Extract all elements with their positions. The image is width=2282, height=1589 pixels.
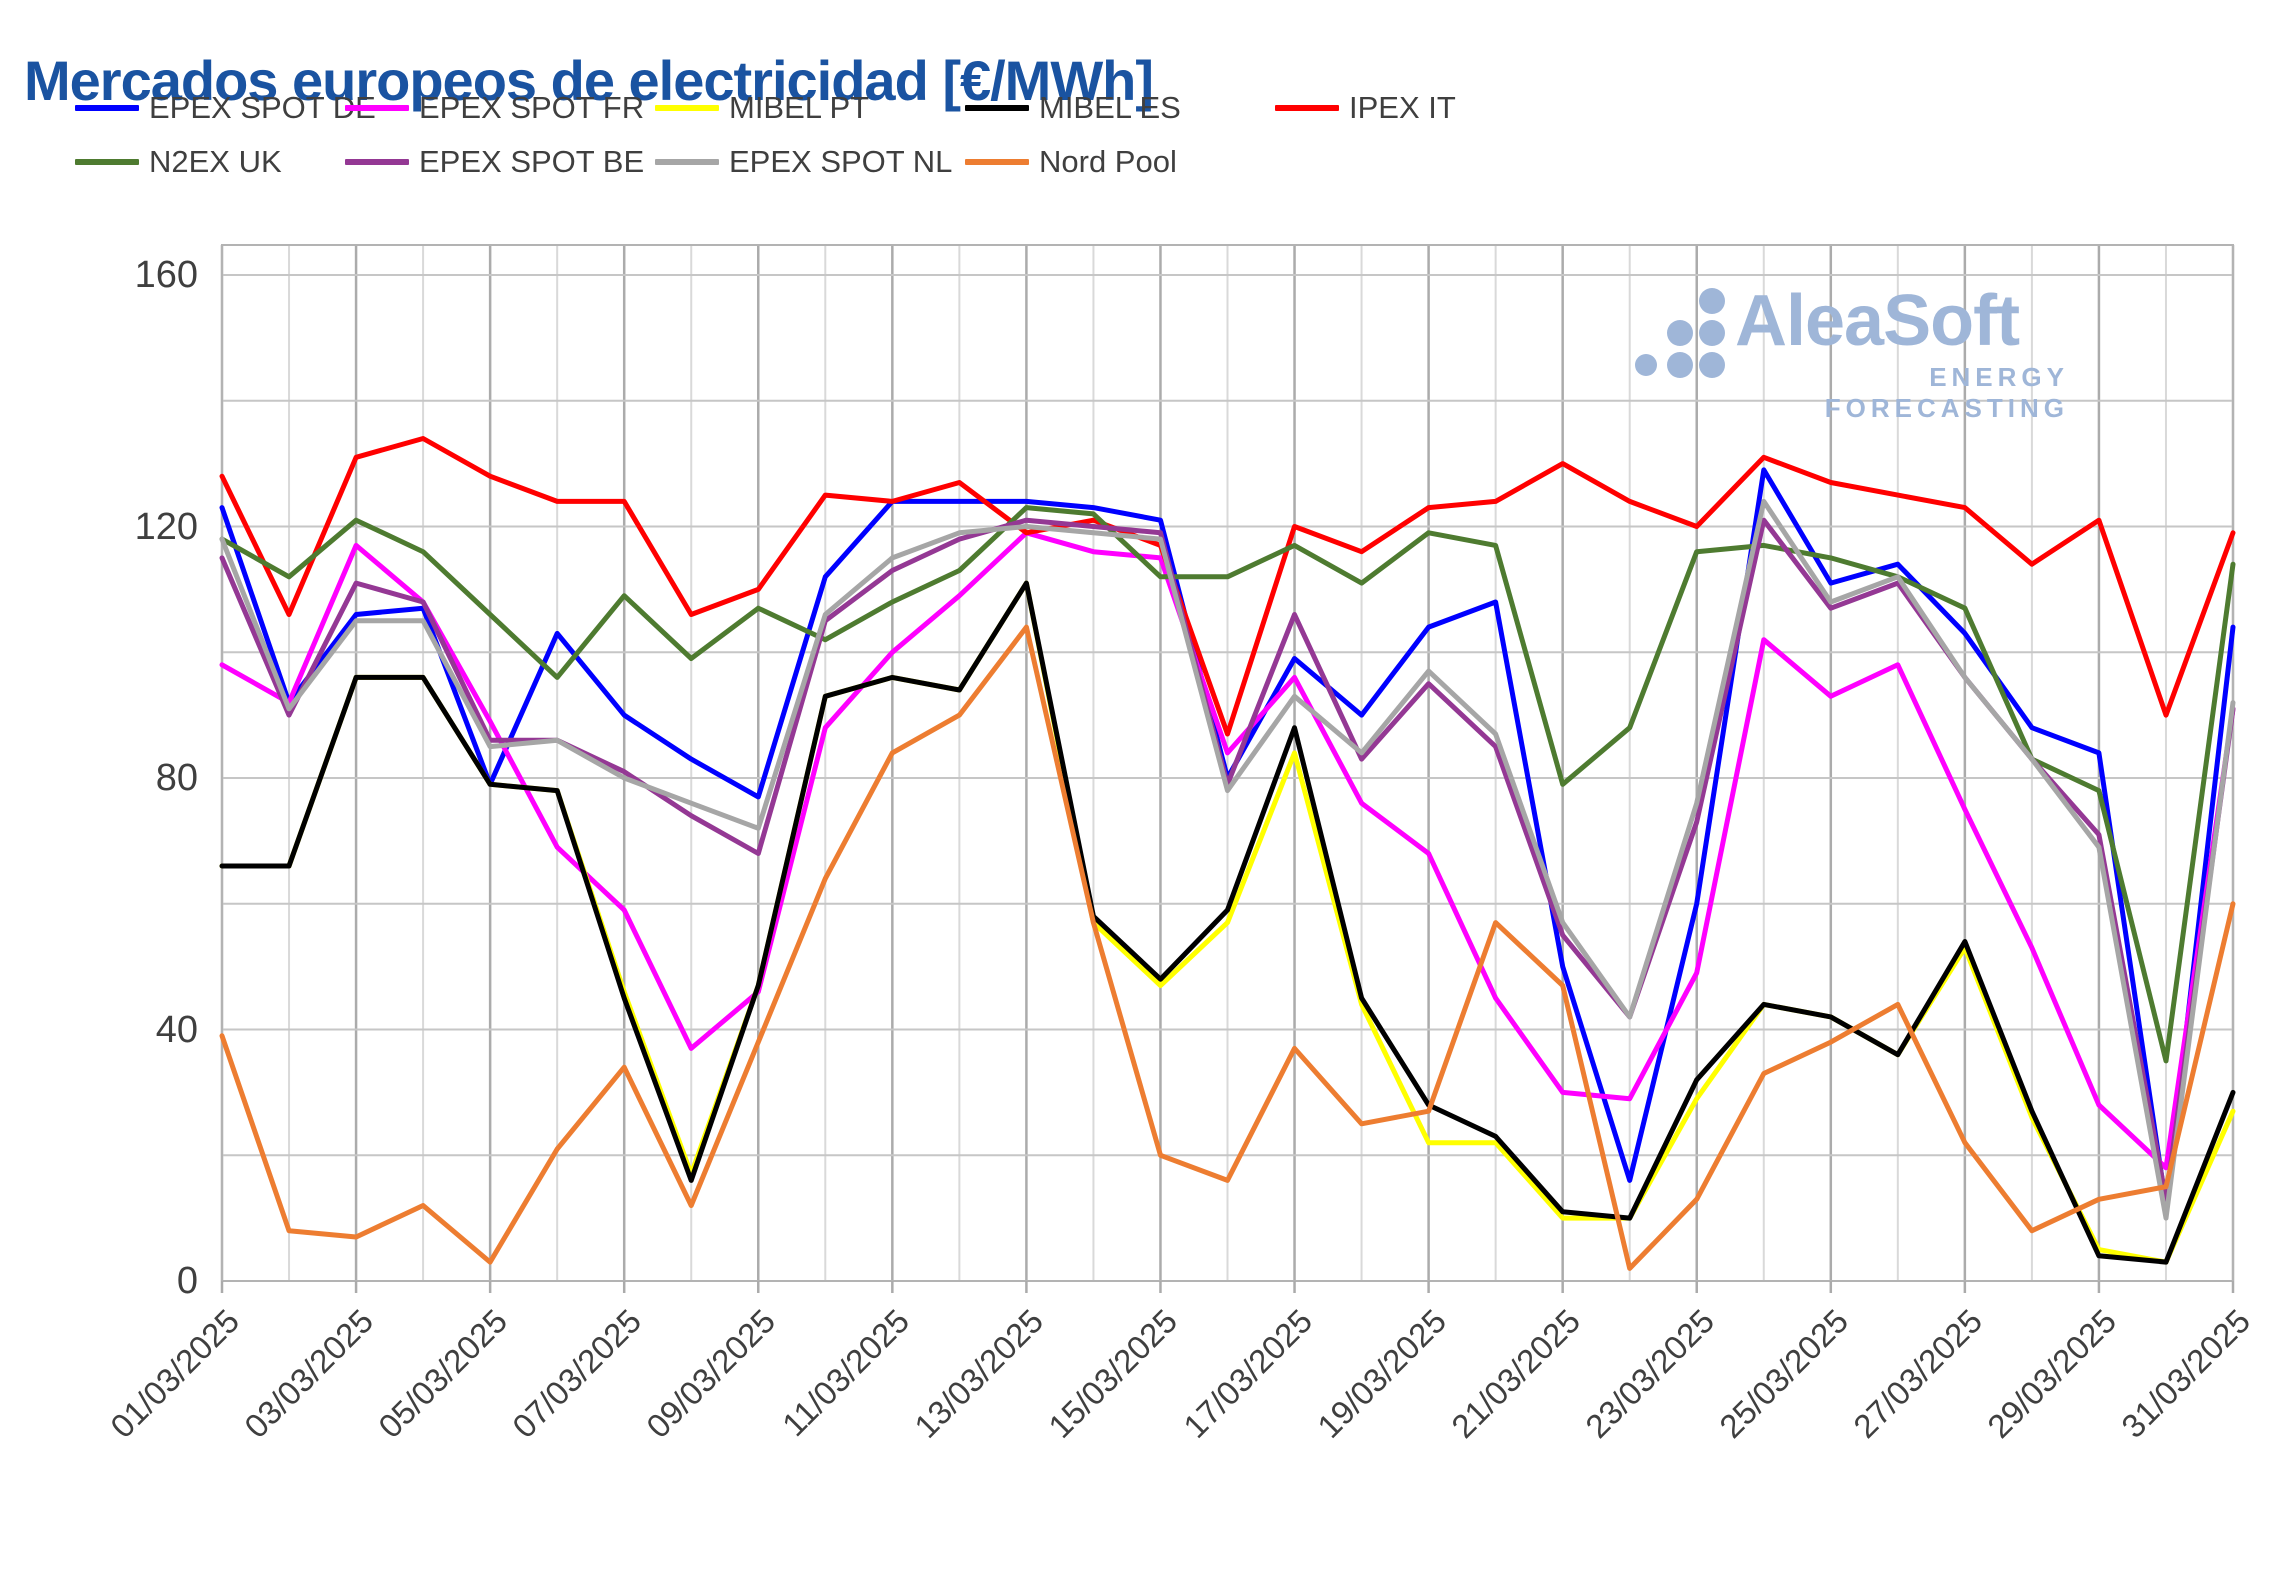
legend-label: N2EX UK bbox=[149, 144, 282, 179]
legend-swatch bbox=[75, 159, 139, 165]
legend-swatch bbox=[345, 159, 409, 165]
legend-swatch bbox=[965, 105, 1029, 111]
y-tick-label: 160 bbox=[134, 254, 198, 296]
plot-border bbox=[221, 244, 2234, 1282]
legend-label: IPEX IT bbox=[1349, 90, 1456, 125]
legend-item-epex-spot-be: EPEX SPOT BE bbox=[345, 142, 644, 182]
legend-swatch bbox=[655, 105, 719, 111]
logo-dot bbox=[1667, 320, 1693, 346]
legend-item-nord-pool: Nord Pool bbox=[965, 142, 1177, 182]
legend-swatch bbox=[345, 105, 409, 111]
y-tick-label: 80 bbox=[155, 757, 198, 799]
logo-dot bbox=[1635, 354, 1657, 376]
series-line-mibel-es bbox=[219, 580, 2236, 1265]
y-tick-label: 40 bbox=[155, 1008, 198, 1051]
legend-label: EPEX SPOT DE bbox=[149, 90, 376, 125]
legend-row-2: N2EX UK EPEX SPOT BE EPEX SPOT NL Nord Pool bbox=[0, 142, 2282, 182]
series-line-epex-spot-fr bbox=[219, 530, 2236, 1171]
series-line-nord-pool bbox=[219, 624, 2236, 1271]
legend-item-epex-spot-de: EPEX SPOT DE bbox=[75, 88, 376, 128]
y-tick-label: 120 bbox=[134, 505, 198, 548]
legend-label: MIBEL ES bbox=[1039, 90, 1181, 125]
legend-swatch bbox=[75, 105, 139, 111]
legend-label: EPEX SPOT NL bbox=[729, 144, 953, 179]
legend-swatch bbox=[655, 159, 719, 165]
legend-row-1: EPEX SPOT DE EPEX SPOT FR MIBEL PT MIBEL ES… bbox=[0, 88, 2282, 128]
legend-item-mibel-pt: MIBEL PT bbox=[655, 88, 869, 128]
logo-tagline: ENERGY FORECASTING bbox=[1824, 362, 2069, 423]
legend-label: EPEX SPOT BE bbox=[419, 144, 645, 179]
logo-dot bbox=[1699, 288, 1725, 314]
legend-label: Nord Pool bbox=[1039, 144, 1177, 179]
series-line-epex-spot-nl bbox=[219, 498, 2236, 1221]
legend-item-epex-spot-fr: EPEX SPOT FR bbox=[345, 88, 644, 128]
legend-label: MIBEL PT bbox=[729, 90, 870, 125]
logo-dot bbox=[1699, 320, 1725, 346]
series-line-ipex-it bbox=[219, 436, 2236, 737]
legend-swatch bbox=[1275, 105, 1339, 111]
legend-item-n2ex-uk: N2EX UK bbox=[75, 142, 282, 182]
chart-title: Mercados europeos de electricidad [€/MWh… bbox=[24, 48, 1154, 112]
aleasoft-logo: AleaSoft ENERGY FORECASTING bbox=[1627, 280, 2077, 423]
logo-wordmark: AleaSoft bbox=[1735, 281, 2020, 361]
legend-item-epex-spot-nl: EPEX SPOT NL bbox=[655, 142, 952, 182]
y-tick-label: 0 bbox=[176, 1260, 198, 1302]
legend-item-mibel-es: MIBEL ES bbox=[965, 88, 1181, 128]
legend-item-ipex-it: IPEX IT bbox=[1275, 88, 1456, 128]
logo-dot bbox=[1667, 352, 1693, 378]
legend-label: EPEX SPOT FR bbox=[419, 90, 645, 125]
logo-dot bbox=[1699, 352, 1725, 378]
legend-swatch bbox=[965, 159, 1029, 165]
